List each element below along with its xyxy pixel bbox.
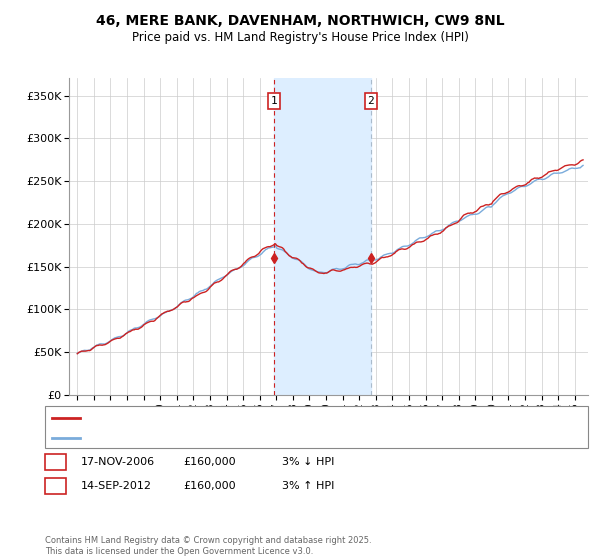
Text: 46, MERE BANK, DAVENHAM, NORTHWICH, CW9 8NL: 46, MERE BANK, DAVENHAM, NORTHWICH, CW9 … <box>95 14 505 28</box>
Text: 14-SEP-2012: 14-SEP-2012 <box>81 481 152 491</box>
Text: HPI: Average price, semi-detached house, Cheshire West and Chester: HPI: Average price, semi-detached house,… <box>84 432 431 442</box>
Text: 1: 1 <box>52 457 59 467</box>
Text: 17-NOV-2006: 17-NOV-2006 <box>81 457 155 467</box>
Text: 3% ↓ HPI: 3% ↓ HPI <box>282 457 334 467</box>
Text: 2: 2 <box>368 96 374 106</box>
Text: £160,000: £160,000 <box>183 457 236 467</box>
Text: 46, MERE BANK, DAVENHAM, NORTHWICH, CW9 8NL (semi-detached house): 46, MERE BANK, DAVENHAM, NORTHWICH, CW9 … <box>84 413 464 423</box>
Text: Contains HM Land Registry data © Crown copyright and database right 2025.
This d: Contains HM Land Registry data © Crown c… <box>45 536 371 556</box>
Bar <box>274 78 371 395</box>
Text: 3% ↑ HPI: 3% ↑ HPI <box>282 481 334 491</box>
Text: 1: 1 <box>271 96 278 106</box>
Text: £160,000: £160,000 <box>183 481 236 491</box>
Text: Price paid vs. HM Land Registry's House Price Index (HPI): Price paid vs. HM Land Registry's House … <box>131 31 469 44</box>
Text: 2: 2 <box>52 481 59 491</box>
